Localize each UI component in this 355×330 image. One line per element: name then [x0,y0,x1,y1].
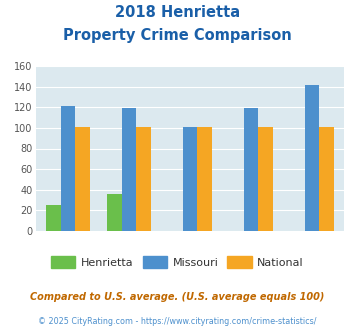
Text: © 2025 CityRating.com - https://www.cityrating.com/crime-statistics/: © 2025 CityRating.com - https://www.city… [38,317,317,326]
Bar [61,106,75,231]
Bar [319,127,334,231]
Bar [244,108,258,231]
Text: Property Crime Comparison: Property Crime Comparison [63,28,292,43]
Bar [197,127,212,231]
Bar [75,127,90,231]
Bar [258,127,273,231]
Bar [107,194,122,231]
Bar [136,127,151,231]
Bar [182,127,197,231]
Legend: Henrietta, Missouri, National: Henrietta, Missouri, National [47,251,308,272]
Bar [46,205,61,231]
Bar [122,108,136,231]
Text: Compared to U.S. average. (U.S. average equals 100): Compared to U.S. average. (U.S. average … [30,292,325,302]
Text: 2018 Henrietta: 2018 Henrietta [115,5,240,20]
Bar [305,84,319,231]
